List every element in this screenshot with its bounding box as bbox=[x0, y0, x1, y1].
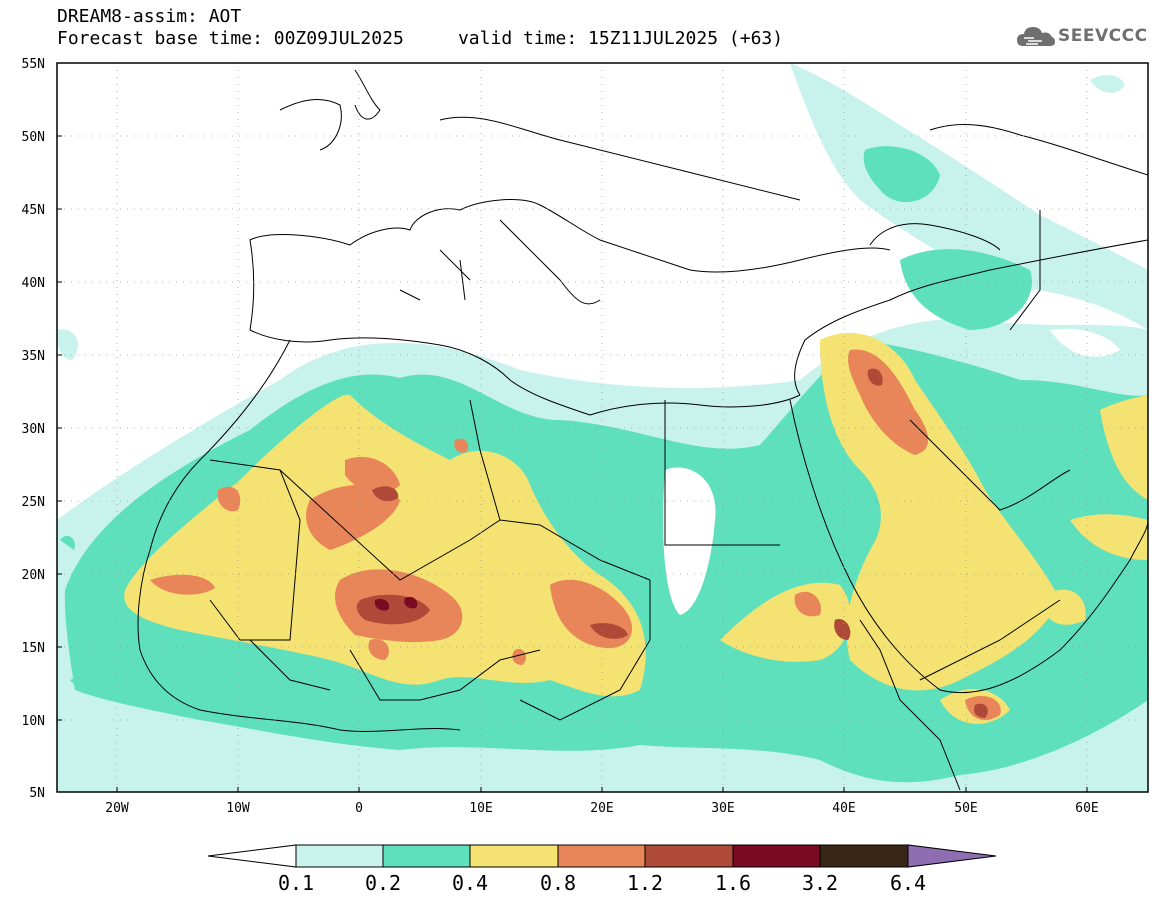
lon-label: 20W bbox=[105, 801, 129, 816]
grid-lines bbox=[57, 63, 1148, 792]
lat-label: 50N bbox=[22, 130, 45, 145]
colorbar-label: 0.2 bbox=[365, 871, 401, 895]
lat-label: 40N bbox=[22, 276, 45, 291]
colorbar-label: 1.2 bbox=[627, 871, 663, 895]
colorbar-label: 0.8 bbox=[540, 871, 576, 895]
lat-label: 55N bbox=[22, 57, 45, 72]
lat-label: 25N bbox=[22, 495, 45, 510]
lat-label: 30N bbox=[22, 422, 45, 437]
colorbar-swatch bbox=[557, 844, 646, 868]
axis-ticks bbox=[57, 62, 1088, 793]
colorbar-label: 3.2 bbox=[802, 871, 838, 895]
lat-label: 45N bbox=[22, 203, 45, 218]
cloud-icon bbox=[1017, 27, 1055, 46]
lon-label: 10E bbox=[469, 801, 492, 816]
aot-low-areas bbox=[663, 328, 1120, 615]
colorbar-swatch bbox=[819, 844, 909, 868]
colorbar-over-arrow bbox=[907, 844, 997, 868]
colorbar-labels: 0.1 0.2 0.4 0.8 1.2 1.6 3.2 6.4 bbox=[278, 871, 926, 895]
seevccc-logo: SEEVCCC bbox=[1016, 22, 1148, 50]
colorbar-swatch bbox=[469, 844, 559, 868]
coastlines bbox=[137, 69, 1148, 791]
aot-band-0.8 bbox=[150, 349, 1001, 720]
lat-label: 35N bbox=[22, 349, 45, 364]
lon-labels: 20W 10W 0 10E 20E 30E 40E 50E 60E bbox=[105, 801, 1098, 816]
aot-band-1.6 bbox=[374, 596, 418, 611]
colorbar bbox=[207, 844, 997, 868]
colorbar-label: 0.1 bbox=[278, 871, 314, 895]
lon-label: 40E bbox=[832, 801, 855, 816]
title-block: DREAM8-assim: AOT Forecast base time: 00… bbox=[57, 6, 783, 50]
colorbar-swatch bbox=[382, 844, 471, 868]
colorbar-label: 6.4 bbox=[890, 871, 926, 895]
colorbar-label: 1.6 bbox=[715, 871, 751, 895]
colorbar-swatch bbox=[644, 844, 734, 868]
colorbar-label: 0.4 bbox=[452, 871, 488, 895]
lat-label: 20N bbox=[22, 568, 45, 583]
aot-field bbox=[57, 63, 1148, 792]
colorbar-under-arrow bbox=[207, 844, 297, 868]
lat-label: 15N bbox=[22, 641, 45, 656]
lon-label: 10W bbox=[226, 801, 250, 816]
colorbar-swatch bbox=[295, 844, 384, 868]
lon-label: 0 bbox=[355, 801, 363, 816]
lat-label: 5N bbox=[29, 786, 45, 801]
title-line-1: DREAM8-assim: AOT bbox=[57, 6, 242, 27]
logo-text: SEEVCCC bbox=[1058, 26, 1148, 46]
title-line-2: Forecast base time: 00Z09JUL2025 valid t… bbox=[57, 28, 784, 49]
lon-label: 30E bbox=[711, 801, 734, 816]
lon-label: 50E bbox=[954, 801, 977, 816]
colorbar-swatch bbox=[732, 844, 821, 868]
lon-label: 20E bbox=[590, 801, 613, 816]
lat-labels: 55N 50N 45N 40N 35N 30N 25N 20N 15N 10N … bbox=[22, 57, 45, 801]
lat-label: 10N bbox=[22, 714, 45, 729]
lon-label: 60E bbox=[1075, 801, 1098, 816]
